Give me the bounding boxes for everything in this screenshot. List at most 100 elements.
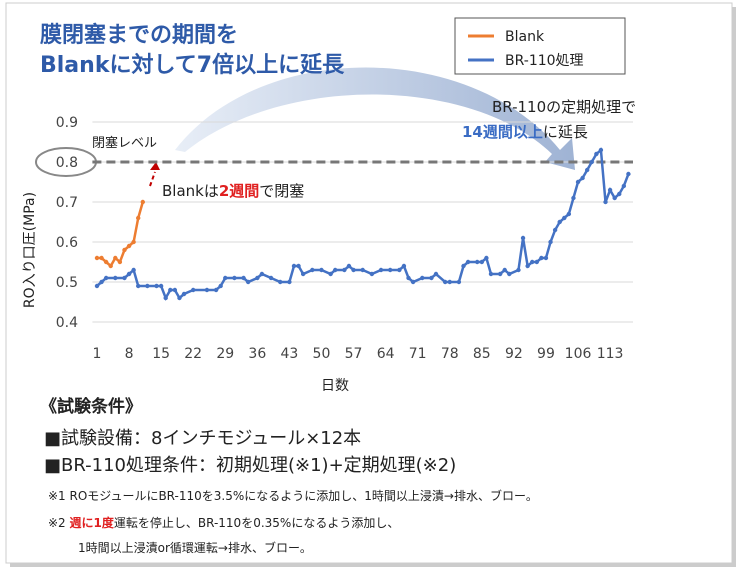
headline: 膜閉塞までの期間を: [40, 22, 238, 48]
text: に延長: [543, 123, 588, 141]
legend-label: BR-110処理: [505, 53, 584, 69]
point: [433, 271, 439, 277]
point: [566, 211, 572, 217]
y-tick-label: 0.8: [56, 155, 78, 171]
text: 14週間以上: [462, 123, 543, 141]
text: 2週間: [219, 182, 259, 200]
point: [163, 295, 168, 301]
x-tick-label: 15: [152, 346, 170, 362]
point: [213, 287, 219, 293]
point: [255, 275, 260, 281]
point: [94, 283, 100, 289]
point: [154, 283, 159, 289]
point: [387, 267, 393, 273]
point: [351, 267, 356, 273]
note: 1時間以上浸漬or循環運転→排水、ブロー。: [78, 540, 312, 555]
frame: [5, 2, 733, 564]
point: [397, 267, 402, 273]
x-tick-label: 71: [409, 346, 427, 362]
text: で閉塞: [259, 182, 304, 200]
x-tick-label: 99: [537, 346, 555, 362]
x-tick-label: 57: [345, 346, 363, 362]
point: [406, 275, 411, 281]
point: [300, 271, 306, 277]
x-tick-label: 1: [93, 346, 102, 362]
point: [617, 191, 622, 197]
point: [333, 267, 338, 273]
point: [172, 287, 178, 293]
x-tick-label: 106: [565, 346, 592, 362]
x-tick-label: 43: [280, 346, 298, 362]
point: [218, 283, 223, 289]
condition-item: ■BR-110処理条件：初期処理(※1)+定期処理(※2): [44, 455, 456, 476]
point: [99, 255, 104, 261]
note: ※2 週に1度運転を停止し、BR-110を0.35%になるよう添加し、: [48, 515, 399, 530]
point: [126, 271, 132, 277]
x-tick-label: 22: [184, 346, 202, 362]
point: [465, 259, 471, 265]
y-tick-label: 0.5: [56, 275, 78, 291]
point: [103, 275, 109, 281]
point: [268, 275, 274, 281]
point: [190, 287, 196, 293]
point: [126, 243, 132, 249]
y-axis-label: RO入り口圧(MPa): [22, 192, 38, 308]
point: [488, 271, 494, 277]
point: [626, 171, 631, 177]
point: [562, 215, 567, 221]
condition-item: ■試験設備：8インチモジュール×12本: [44, 428, 361, 449]
point: [181, 291, 187, 297]
annotation: Blankは2週間で閉塞: [162, 182, 304, 200]
annotation: 14週間以上に延長: [462, 123, 588, 141]
point: [310, 267, 315, 273]
point: [429, 275, 434, 281]
point: [539, 255, 544, 261]
point: [177, 295, 182, 301]
arrow-head: [150, 162, 160, 170]
x-tick-label: 85: [473, 346, 491, 362]
point: [108, 263, 113, 269]
x-tick-label: 8: [125, 346, 134, 362]
point: [475, 259, 480, 265]
point: [603, 199, 608, 205]
text: 運転を停止し、BR-110を0.35%になるよう添加し、: [114, 515, 399, 530]
point: [223, 275, 228, 281]
point: [442, 279, 448, 285]
point: [94, 255, 100, 261]
arrow: [149, 171, 156, 187]
x-tick-label: 113: [597, 346, 624, 362]
point: [278, 279, 283, 285]
point: [584, 167, 590, 173]
point: [575, 179, 581, 185]
point: [287, 279, 292, 285]
y-tick-label: 0.7: [56, 195, 78, 211]
point: [461, 263, 466, 269]
y-tick-label: 0.6: [56, 235, 78, 251]
point: [607, 187, 613, 193]
threshold-label: 閉塞レベル: [92, 135, 157, 151]
legend-label: Blank: [505, 29, 545, 45]
point: [204, 287, 210, 293]
point: [612, 195, 617, 201]
point: [571, 195, 576, 201]
point: [548, 239, 553, 245]
point: [369, 271, 375, 277]
annotation: BR-110の定期処理で: [492, 98, 636, 116]
x-tick-label: 29: [216, 346, 234, 362]
point: [346, 263, 352, 269]
point: [497, 271, 503, 277]
point: [557, 219, 562, 225]
point: [552, 227, 558, 233]
point: [122, 247, 127, 253]
point: [245, 279, 251, 285]
point: [117, 259, 123, 265]
headline: Blankに対して7倍以上に延長: [40, 52, 345, 78]
point: [598, 147, 604, 153]
text: 週に1度: [70, 515, 115, 530]
point: [594, 151, 599, 157]
point: [479, 259, 485, 265]
point: [502, 267, 507, 273]
point: [99, 279, 104, 285]
point: [319, 267, 324, 273]
